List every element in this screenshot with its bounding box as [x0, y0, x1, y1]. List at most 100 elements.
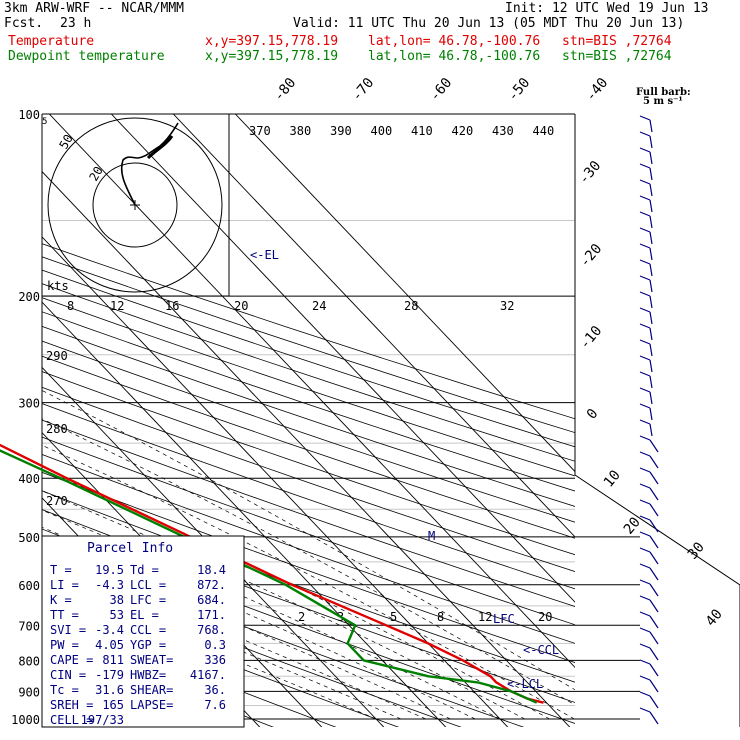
wind-barb [649, 535, 659, 549]
wind-barb-flag [639, 291, 651, 297]
isotherm-label-top: -70 [349, 75, 378, 105]
wind-barb-flag [639, 579, 651, 585]
wind-barb-flag [639, 195, 651, 201]
wind-barb [649, 711, 659, 725]
wind-barb-flag [639, 115, 651, 121]
y-tick-label-500: 500 [18, 531, 40, 545]
dry-adiabat [42, 283, 575, 462]
temperature-latlon: lat,lon= 46.78,-100.76 [368, 34, 541, 49]
wind-barb-flag [639, 595, 651, 601]
hodograph-trace [120, 122, 179, 206]
mixing-ratio-label: 28 [404, 299, 418, 313]
parcel-cell: 872. [197, 578, 226, 592]
parcel-cell: 197/33 [81, 713, 124, 727]
theta-label: 400 [371, 124, 393, 138]
wind-barb-flag [639, 259, 651, 265]
wind-barb-flag [639, 131, 651, 137]
wind-barb-flag [639, 243, 651, 249]
y-tick-label-800: 800 [18, 654, 40, 668]
parcel-cell: CCL = [130, 623, 166, 637]
wind-barb [649, 583, 659, 597]
y-tick-label-200: 200 [18, 290, 40, 304]
parcel-info-panel: Parcel Info T = 19.5 Td = 18.4 LI = -4.3 LCL =… [41, 535, 245, 728]
mixing-ratio-label: 16 [165, 299, 179, 313]
dry-adiabat [42, 471, 575, 663]
theta-label: 370 [249, 124, 271, 138]
wind-barb-flag [639, 227, 651, 233]
wind-legend-title: Full barb: [636, 87, 691, 98]
wind-barb-flag [639, 147, 651, 153]
wind-barb-flag [639, 387, 651, 393]
lfc-marker: LFC [493, 612, 515, 626]
wind-barb [649, 327, 653, 341]
wind-barb [649, 247, 653, 261]
wind-barb [649, 391, 653, 405]
parcel-cell: 36. [204, 683, 226, 697]
parcel-cell: PW = [50, 638, 79, 652]
wind-barb [649, 263, 653, 277]
wind-barb [649, 359, 653, 373]
wind-barb [649, 519, 659, 533]
hodo-ring-inner [92, 162, 178, 248]
wind-barb-flag [639, 371, 651, 377]
init-time: Init: 12 UTC Wed 19 Jun 13 [505, 1, 709, 16]
wind-barbs [639, 115, 659, 725]
isotherm-label-top: -60 [427, 75, 456, 105]
ccl-marker: <-CCL [523, 643, 559, 657]
wind-barb [649, 615, 659, 629]
wind-barb-flag [639, 659, 651, 665]
parcel-cell: Tc = [50, 683, 79, 697]
wind-barb-flag [639, 403, 651, 409]
wind-barb-flag [639, 515, 651, 521]
isotherm-label-right: -30 [576, 158, 605, 188]
wind-barb [649, 679, 659, 693]
temperature-station: stn=BIS ,72764 [562, 34, 672, 49]
parcel-cell: 7.6 [204, 698, 226, 712]
parcel-cell: LFC = [130, 593, 166, 607]
wind-barb-flag [639, 323, 651, 329]
theta-label: 440 [533, 124, 555, 138]
dry-adiabat [42, 297, 575, 477]
wind-barb [649, 151, 653, 165]
parcel-cell: 19.5 [95, 563, 124, 577]
level-markers: <-EL LFC <-CCL <-LCL M [250, 248, 559, 691]
wind-barb [649, 135, 653, 149]
dry-adiabat [42, 311, 575, 492]
wind-barb-flag [639, 451, 651, 457]
dry-adiabat [42, 325, 575, 507]
parcel-cell: LCL = [130, 578, 166, 592]
isotherm-label-right: 20 [621, 514, 644, 537]
theta-label: 410 [411, 124, 433, 138]
lcl-marker: <-LCL [507, 677, 543, 691]
wind-barb-flag [639, 179, 651, 185]
wind-barb [649, 423, 653, 437]
wind-barb [649, 503, 659, 517]
forecast-hours: 23 h [60, 16, 92, 31]
wind-barb-flag [639, 435, 651, 441]
wind-barb-flag [639, 211, 651, 217]
isotherm-line [110, 114, 575, 603]
dewpoint-latlon: lat,lon= 46.78,-100.76 [368, 49, 541, 64]
wind-barb-flag [639, 163, 651, 169]
wind-barb [649, 567, 659, 581]
isotherm-label-right: 10 [601, 467, 624, 490]
isotherm-label-right: -10 [577, 323, 606, 353]
theta-label: 420 [452, 124, 474, 138]
el-marker: <-EL [250, 248, 279, 262]
wind-barb [649, 119, 653, 133]
wind-barb [649, 199, 653, 213]
isotherm-label-top: -80 [271, 75, 300, 105]
parcel-cell: SREH = [50, 698, 93, 712]
parcel-cell: CAPE = [50, 653, 93, 667]
dry-adiabat [42, 454, 575, 644]
parcel-cell: SHEAR= [130, 683, 173, 697]
y-tick-label-600: 600 [18, 579, 40, 593]
mixing-ratio-label-low: 8 [437, 610, 444, 624]
hodo-ring-label-20: 20 [86, 164, 105, 184]
wind-barb [649, 471, 659, 485]
wind-barb [649, 375, 653, 389]
wind-barb-flag [639, 483, 651, 489]
dry-adiabat [42, 340, 575, 523]
hodo-top-label: 5 [42, 117, 47, 127]
